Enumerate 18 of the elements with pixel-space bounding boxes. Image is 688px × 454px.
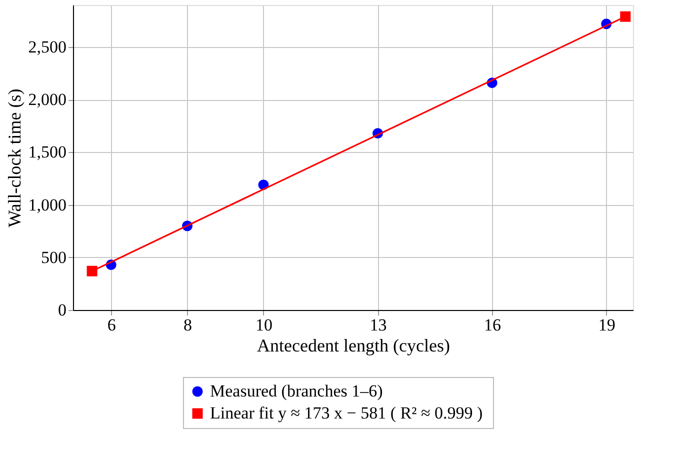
legend-label: Linear fit y ≈ 173 x − 581 ( R² ≈ 0.999 )	[210, 404, 483, 422]
y-tick-label: 2,500	[28, 38, 66, 57]
y-tick-label: 2,000	[28, 90, 66, 110]
x-tick-label: 16	[484, 316, 502, 334]
y-axis-title: Wall-clock time (s)	[4, 88, 24, 228]
legend-label: Measured (branches 1–6)	[210, 382, 383, 400]
point	[620, 11, 631, 22]
x-tick-label: 13	[370, 316, 387, 334]
y-tick-label: 0	[58, 300, 66, 320]
y-tick-label: 1,500	[28, 142, 66, 162]
point	[86, 266, 98, 276]
x-tick-label: 10	[255, 316, 272, 334]
y-tick-label: 500	[41, 248, 66, 267]
y-tick-label: 1,000	[28, 195, 66, 214]
x-tick-label: 19	[598, 316, 616, 334]
x-tick-label: 6	[107, 316, 116, 334]
x-axis-title: Antecedent length (cycles)	[257, 336, 450, 356]
x-tick-label: 8	[184, 316, 192, 334]
